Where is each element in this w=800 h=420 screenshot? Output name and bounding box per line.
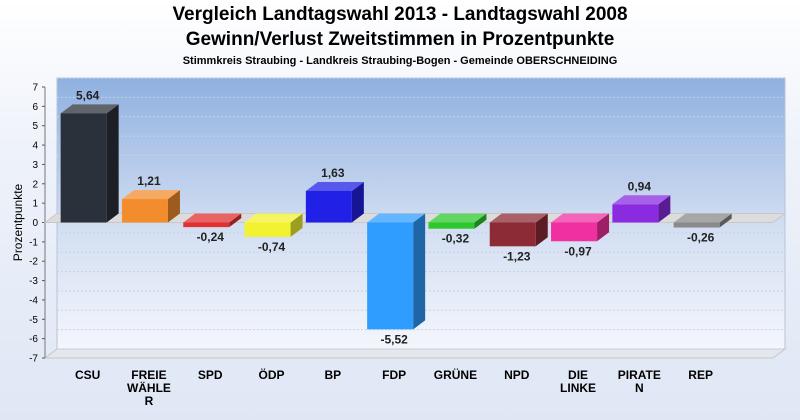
category-label-line: ÖDP	[259, 367, 285, 382]
bar	[305, 190, 352, 223]
bar-side	[167, 190, 180, 223]
data-label: -5,52	[380, 332, 408, 346]
bar-side	[106, 104, 119, 223]
bar-top	[551, 213, 610, 223]
y-tick-label: 0	[32, 218, 38, 229]
y-tick-label: 6	[32, 102, 38, 113]
y-tick-label: -5	[29, 315, 38, 326]
y-tick-label: -6	[29, 334, 38, 345]
y-tick-label: 1	[32, 199, 38, 210]
category-label-line: NPD	[504, 368, 530, 382]
bar-side	[474, 213, 487, 229]
data-label: 1,21	[137, 174, 161, 188]
bar	[489, 222, 536, 247]
data-label: -1,23	[503, 249, 531, 263]
category-label: GRÜNE	[434, 367, 477, 382]
category-label-line: GRÜNE	[434, 367, 477, 382]
bar	[60, 113, 107, 223]
y-tick-label: -4	[29, 295, 38, 306]
bar-top	[673, 213, 732, 223]
y-tick-label: 5	[32, 121, 38, 132]
category-label: SPD	[198, 368, 223, 382]
bar	[183, 222, 230, 228]
data-label: 0,94	[628, 179, 652, 193]
bar-side	[658, 195, 671, 223]
data-label: 1,63	[321, 166, 345, 180]
category-label-line: N	[635, 381, 644, 395]
data-label: -0,24	[197, 230, 225, 244]
y-axis-label: Prozentpunkte	[11, 183, 25, 261]
bar-top	[121, 190, 180, 200]
category-label-line: PIRATE	[618, 368, 661, 382]
bar-top	[612, 195, 671, 205]
category-label: CSU	[75, 368, 100, 382]
bar-top	[183, 213, 242, 223]
category-label-line: R	[145, 394, 154, 408]
category-label: ÖDP	[259, 367, 285, 382]
bar-side	[535, 213, 548, 247]
bar	[367, 222, 414, 330]
chart-caption: Stimmkreis Straubing - Landkreis Straubi…	[182, 55, 618, 67]
y-tick-label: -1	[29, 237, 38, 248]
bar-side	[597, 213, 610, 242]
plot-floor-edge	[43, 348, 787, 359]
bar-side	[719, 213, 732, 228]
category-label: DIE LINKE	[560, 368, 596, 395]
bar-side	[229, 213, 242, 228]
bar-top	[244, 213, 303, 223]
category-label-line: LINKE	[560, 381, 596, 395]
category-label-line: WÄHLE	[127, 380, 171, 395]
bar	[551, 222, 598, 242]
bar-top	[489, 213, 548, 223]
category-label: NPD	[504, 368, 530, 382]
bar	[244, 222, 291, 237]
bar-side	[351, 181, 364, 223]
y-tick-label: 4	[32, 141, 38, 152]
category-label-line: BP	[325, 368, 342, 382]
bar-side	[290, 213, 303, 237]
bar-side	[413, 213, 426, 330]
bar	[428, 222, 475, 229]
category-label-line: FREIE	[131, 368, 166, 382]
category-label-line: SPD	[198, 368, 223, 382]
y-tick-label: -7	[29, 354, 38, 365]
bar-top	[60, 104, 119, 114]
y-tick-label: -3	[29, 276, 38, 287]
chart-subtitle: Gewinn/Verlust Zweitstimmen in Prozentpu…	[185, 29, 615, 50]
category-label: PIRATE N	[618, 368, 661, 395]
data-label: -0,26	[687, 231, 715, 245]
bar	[121, 199, 168, 223]
bar-top	[428, 213, 487, 223]
data-label: -0,32	[442, 232, 470, 246]
category-label-line: REP	[688, 368, 713, 382]
y-tick-label: 3	[32, 160, 38, 171]
data-label: -0,74	[258, 240, 286, 254]
bar	[612, 204, 659, 223]
data-label: 5,64	[76, 88, 100, 102]
y-tick-label: -2	[29, 257, 38, 268]
category-label-line: FDP	[382, 368, 406, 382]
category-label: FREIE WÄHLE R	[127, 368, 171, 408]
category-label: BP	[325, 368, 342, 382]
category-label-line: DIE	[568, 368, 588, 382]
bar-top	[367, 213, 426, 223]
y-tick-label: 2	[32, 179, 38, 190]
bar	[673, 222, 720, 228]
category-label: REP	[688, 368, 713, 382]
chart-title: Vergleich Landtagswahl 2013 - Landtagswa…	[172, 4, 628, 25]
bar-top	[305, 181, 364, 191]
data-label: -0,97	[564, 244, 592, 258]
category-label-line: CSU	[75, 368, 100, 382]
category-label: FDP	[382, 368, 406, 382]
y-tick-label: 7	[32, 83, 38, 94]
